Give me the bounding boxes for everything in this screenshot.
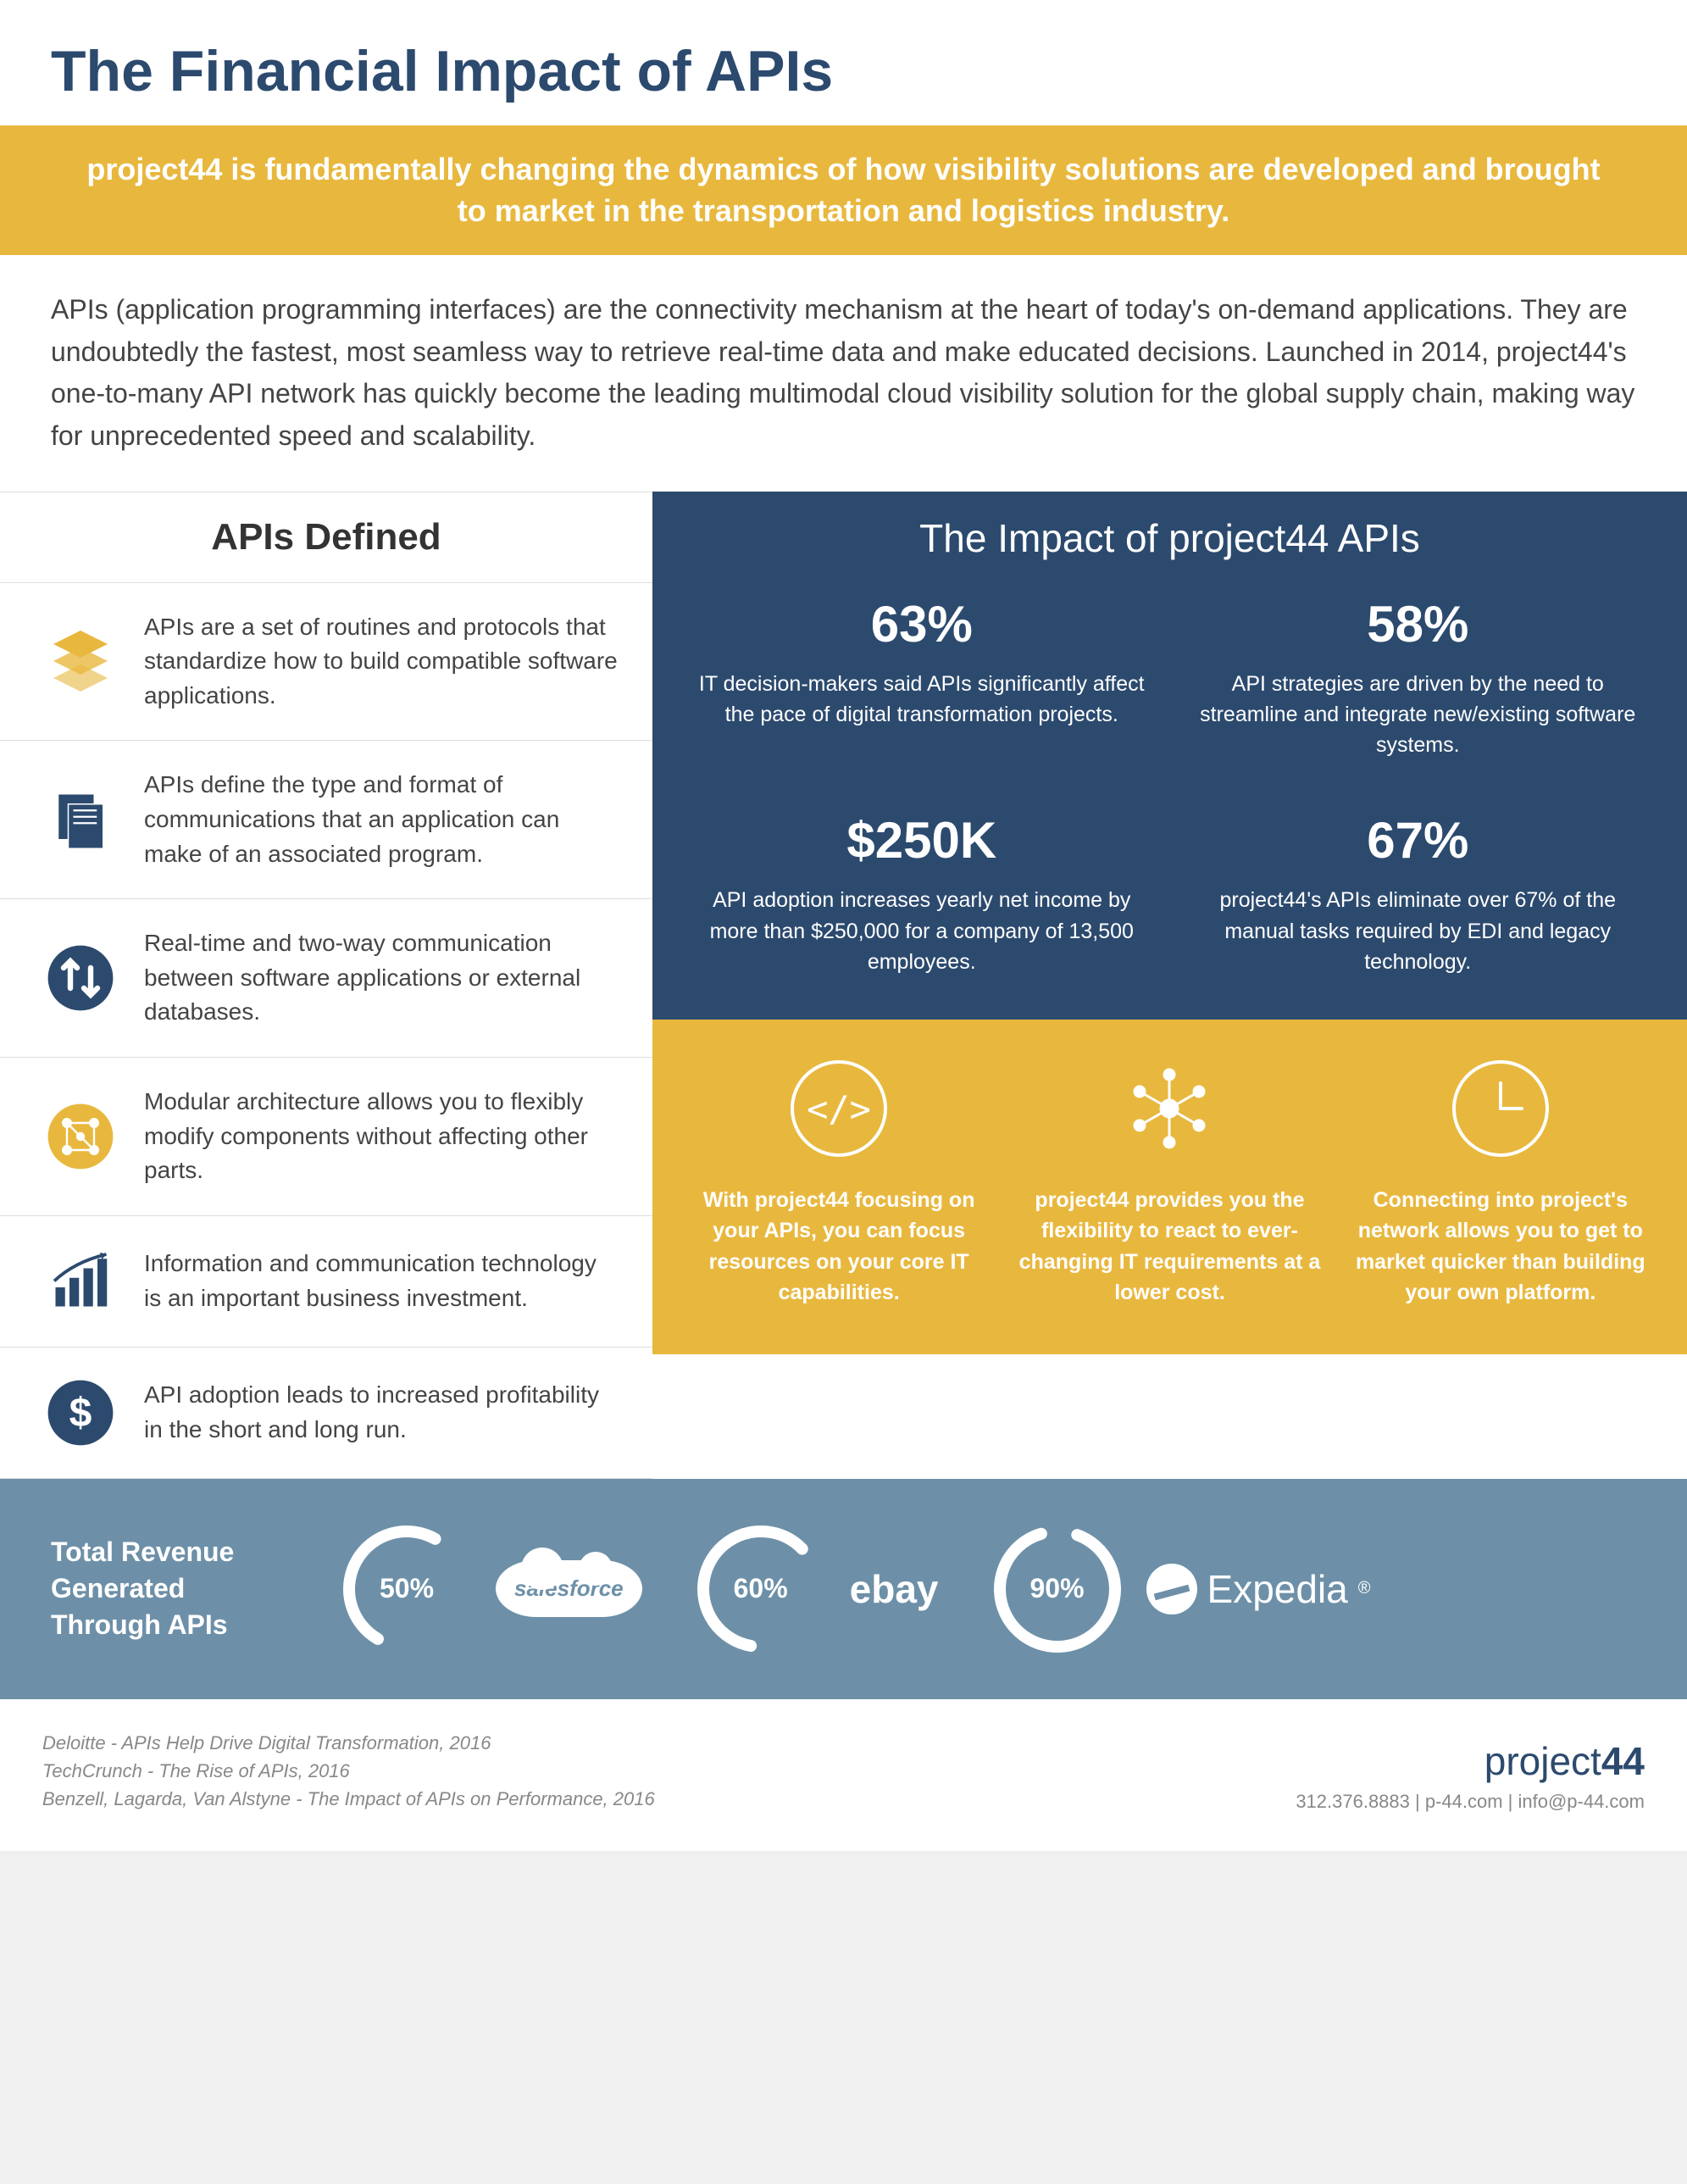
hub-circle-icon — [1118, 1058, 1220, 1159]
stat-grid: 63% IT decision-makers said APIs signifi… — [695, 595, 1645, 978]
main-grid: APIs Defined APIs are a set of routines … — [0, 492, 1687, 1479]
stat-item: 67% project44's APIs eliminate over 67% … — [1191, 811, 1645, 977]
benefit-text: project44 provides you the flexibility t… — [1017, 1185, 1322, 1308]
logo-text-light: project — [1484, 1739, 1601, 1783]
stat-value: 63% — [695, 595, 1149, 653]
expedia-logo: Expedia ® — [1146, 1564, 1371, 1614]
contact-info: 312.376.8883 | p-44.com | info@p-44.com — [1296, 1791, 1645, 1813]
benefit-item: project44 provides you the flexibility t… — [1017, 1058, 1322, 1308]
progress-arc: 50% — [339, 1521, 474, 1657]
svg-text:</>: </> — [807, 1088, 871, 1130]
impact-title: The Impact of project44 APIs — [695, 515, 1645, 561]
stat-item: 58% API strategies are driven by the nee… — [1191, 595, 1645, 761]
benefit-text: With project44 focusing on your APIs, yo… — [686, 1185, 991, 1308]
layers-icon — [42, 623, 119, 699]
dollar-coin-icon: $ — [42, 1375, 119, 1451]
benefit-item: </> With project44 focusing on your APIs… — [686, 1058, 991, 1308]
impact-stats-panel: The Impact of project44 APIs 63% IT deci… — [652, 492, 1687, 1020]
definition-text: APIs define the type and format of commu… — [144, 768, 619, 871]
revenue-item-salesforce: 50% salesforce — [339, 1521, 642, 1657]
stat-item: 63% IT decision-makers said APIs signifi… — [695, 595, 1149, 761]
salesforce-logo: salesforce — [496, 1560, 642, 1617]
stat-text: API adoption increases yearly net income… — [695, 885, 1149, 977]
stat-text: API strategies are driven by the need to… — [1191, 669, 1645, 761]
definition-text: APIs are a set of routines and protocols… — [144, 610, 619, 714]
definition-text: Modular architecture allows you to flexi… — [144, 1085, 619, 1188]
revenue-item-ebay: 60% ebay — [693, 1521, 939, 1657]
revenue-item-expedia: 90% Expedia ® — [990, 1521, 1371, 1657]
definition-row: Real-time and two-way communication betw… — [0, 899, 652, 1058]
footer: Deloitte - APIs Help Drive Digital Trans… — [0, 1699, 1687, 1851]
source-line: TechCrunch - The Rise of APIs, 2016 — [42, 1757, 655, 1785]
stat-value: $250K — [695, 811, 1149, 870]
contact-block: project44 312.376.8883 | p-44.com | info… — [1296, 1738, 1645, 1813]
revenue-percent: 60% — [693, 1521, 829, 1657]
stat-text: project44's APIs eliminate over 67% of t… — [1191, 885, 1645, 977]
source-line: Benzell, Lagarda, Van Alstyne - The Impa… — [42, 1785, 655, 1813]
page-title: The Financial Impact of APIs — [0, 0, 1687, 125]
definition-row: $ API adoption leads to increased profit… — [0, 1348, 652, 1479]
definition-row: Modular architecture allows you to flexi… — [0, 1058, 652, 1216]
progress-arc: 90% — [990, 1521, 1125, 1657]
apis-defined-title: APIs Defined — [0, 492, 652, 583]
stat-text: IT decision-makers said APIs significant… — [695, 669, 1149, 731]
revenue-label: Total Revenue Generated Through APIs — [51, 1534, 288, 1644]
logo-text-bold: 44 — [1601, 1739, 1645, 1783]
revenue-percent: 90% — [990, 1521, 1125, 1657]
network-nodes-icon — [42, 1098, 119, 1175]
apis-defined-column: APIs Defined APIs are a set of routines … — [0, 492, 652, 1479]
revenue-band: Total Revenue Generated Through APIs 50%… — [0, 1479, 1687, 1699]
arrows-updown-icon — [42, 940, 119, 1016]
project44-logo: project44 — [1296, 1738, 1645, 1784]
source-line: Deloitte - APIs Help Drive Digital Trans… — [42, 1729, 655, 1757]
registered-mark: ® — [1358, 1579, 1371, 1598]
sources-list: Deloitte - APIs Help Drive Digital Trans… — [42, 1729, 655, 1813]
ebay-logo: ebay — [850, 1566, 939, 1612]
impact-column: The Impact of project44 APIs 63% IT deci… — [652, 492, 1687, 1479]
definition-text: Real-time and two-way communication betw… — [144, 926, 619, 1030]
intro-paragraph: APIs (application programming interfaces… — [0, 255, 1687, 491]
progress-arc: 60% — [693, 1521, 829, 1657]
brand-text: salesforce — [514, 1575, 624, 1601]
documents-icon — [42, 781, 119, 858]
definition-text: API adoption leads to increased profitab… — [144, 1378, 619, 1447]
svg-text:$: $ — [69, 1391, 92, 1436]
benefit-item: Connecting into project's network allows… — [1348, 1058, 1653, 1308]
banner: project44 is fundamentally changing the … — [0, 125, 1687, 255]
definition-row: Information and communication technology… — [0, 1216, 652, 1348]
bar-chart-up-icon — [42, 1243, 119, 1320]
code-circle-icon: </> — [788, 1058, 890, 1159]
benefit-text: Connecting into project's network allows… — [1348, 1185, 1653, 1308]
stat-value: 58% — [1191, 595, 1645, 653]
stat-item: $250K API adoption increases yearly net … — [695, 811, 1149, 977]
expedia-icon — [1146, 1564, 1197, 1614]
definition-row: APIs define the type and format of commu… — [0, 741, 652, 899]
infographic-page: The Financial Impact of APIs project44 i… — [0, 0, 1687, 1851]
benefits-panel: </> With project44 focusing on your APIs… — [652, 1020, 1687, 1354]
definition-text: Information and communication technology… — [144, 1247, 619, 1315]
clock-circle-icon — [1450, 1058, 1551, 1159]
stat-value: 67% — [1191, 811, 1645, 870]
brand-text: Expedia — [1207, 1566, 1348, 1612]
definition-row: APIs are a set of routines and protocols… — [0, 583, 652, 742]
revenue-percent: 50% — [339, 1521, 474, 1657]
